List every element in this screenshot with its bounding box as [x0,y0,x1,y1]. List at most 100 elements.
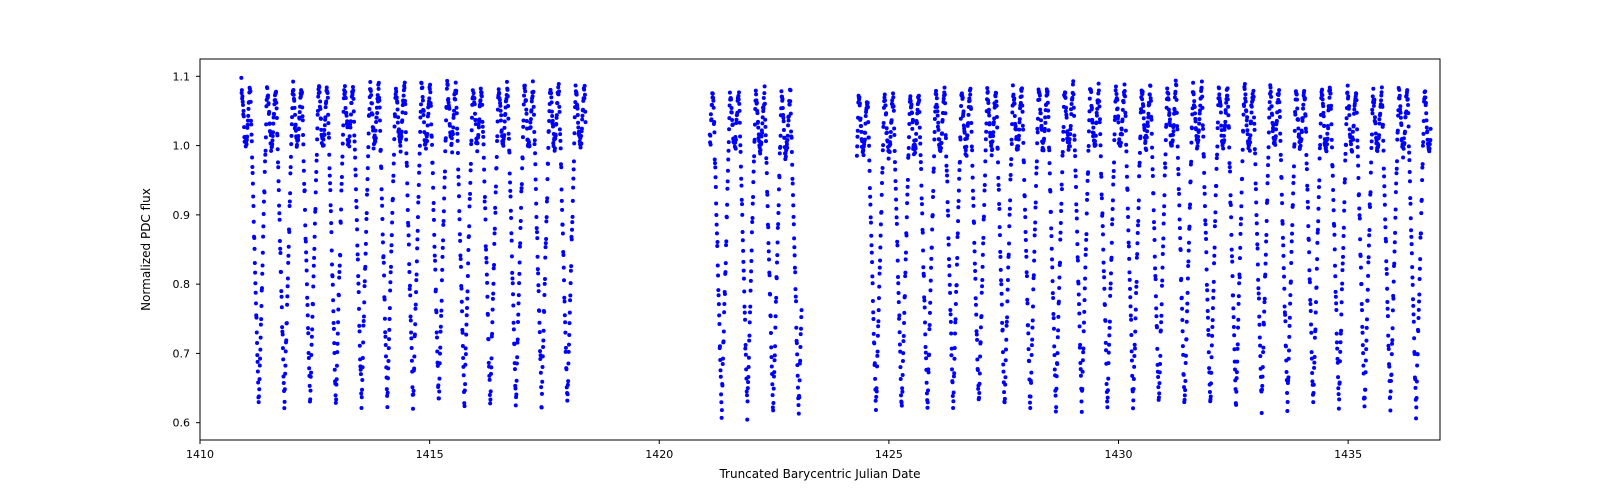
data-point [1023,208,1027,212]
data-point [1083,277,1087,281]
data-point [877,308,881,312]
data-point [1052,344,1056,348]
data-point [1161,244,1165,248]
data-point [1082,310,1086,314]
data-point [477,125,481,129]
data-point [1162,221,1166,225]
data-point [421,95,425,99]
data-point [1186,291,1190,295]
data-point [388,306,392,310]
data-point [765,161,769,165]
data-point [1390,373,1394,377]
data-point [1284,344,1288,348]
data-point [1214,193,1218,197]
data-point [326,91,330,95]
data-point [743,311,747,315]
data-point [345,114,349,118]
data-point [1144,148,1148,152]
data-point [1126,188,1130,192]
data-point [532,105,536,109]
data-point [1103,319,1107,323]
data-point [719,400,723,404]
data-point [751,195,755,199]
data-point [1048,161,1052,165]
data-point [712,120,716,124]
data-point [1022,160,1026,164]
data-point [1075,216,1079,220]
data-point [976,368,980,372]
data-point [1061,150,1065,154]
data-point [1086,170,1090,174]
data-point [1250,105,1254,109]
data-point [1280,176,1284,180]
data-point [361,340,365,344]
data-point [1367,233,1371,237]
data-point [510,254,514,258]
data-point [1027,359,1031,363]
data-point [1366,299,1370,303]
data-point [981,236,985,240]
data-point [443,170,447,174]
data-point [353,156,357,160]
data-point [1057,300,1061,304]
data-point [415,259,419,263]
data-point [1006,288,1010,292]
data-point [1189,160,1193,164]
data-point [948,283,952,287]
data-point [411,392,415,396]
data-point [400,118,404,122]
data-point [977,391,981,395]
data-point [416,215,420,219]
data-point [522,102,526,106]
data-point [1185,302,1189,306]
data-point [300,105,304,109]
data-point [405,181,409,185]
data-point [300,90,304,94]
data-point [1358,237,1362,241]
data-point [750,220,754,224]
data-point [469,139,473,143]
data-point [1071,79,1075,83]
data-point [1142,116,1146,120]
data-point [516,338,520,342]
data-point [262,190,266,194]
data-point [339,207,343,211]
data-point [775,253,779,257]
data-point [261,264,265,268]
data-point [758,148,762,152]
data-point [421,98,425,102]
data-point [405,164,409,168]
data-point [897,313,901,317]
data-point [1172,129,1176,133]
data-point [261,224,265,228]
data-point [1112,169,1116,173]
data-point [1070,102,1074,106]
data-point [490,320,494,324]
data-point [354,199,358,203]
data-point [356,252,360,256]
data-point [914,132,918,136]
data-point [755,101,759,105]
data-point [535,236,539,240]
data-point [507,132,511,136]
data-point [781,97,785,101]
data-point [773,326,777,330]
data-point [1393,231,1397,235]
data-point [782,119,786,123]
data-point [1229,215,1233,219]
data-point [1223,123,1227,127]
data-point [543,277,547,281]
data-point [900,386,904,390]
data-point [919,184,923,188]
data-point [1158,370,1162,374]
data-point [455,127,459,131]
data-point [1239,232,1243,236]
data-point [730,110,734,114]
data-point [534,202,538,206]
data-point [1189,141,1193,145]
data-point [1142,110,1146,114]
data-point [1269,86,1273,90]
data-point [1253,151,1257,155]
data-point [1005,324,1009,328]
data-point [1024,255,1028,259]
